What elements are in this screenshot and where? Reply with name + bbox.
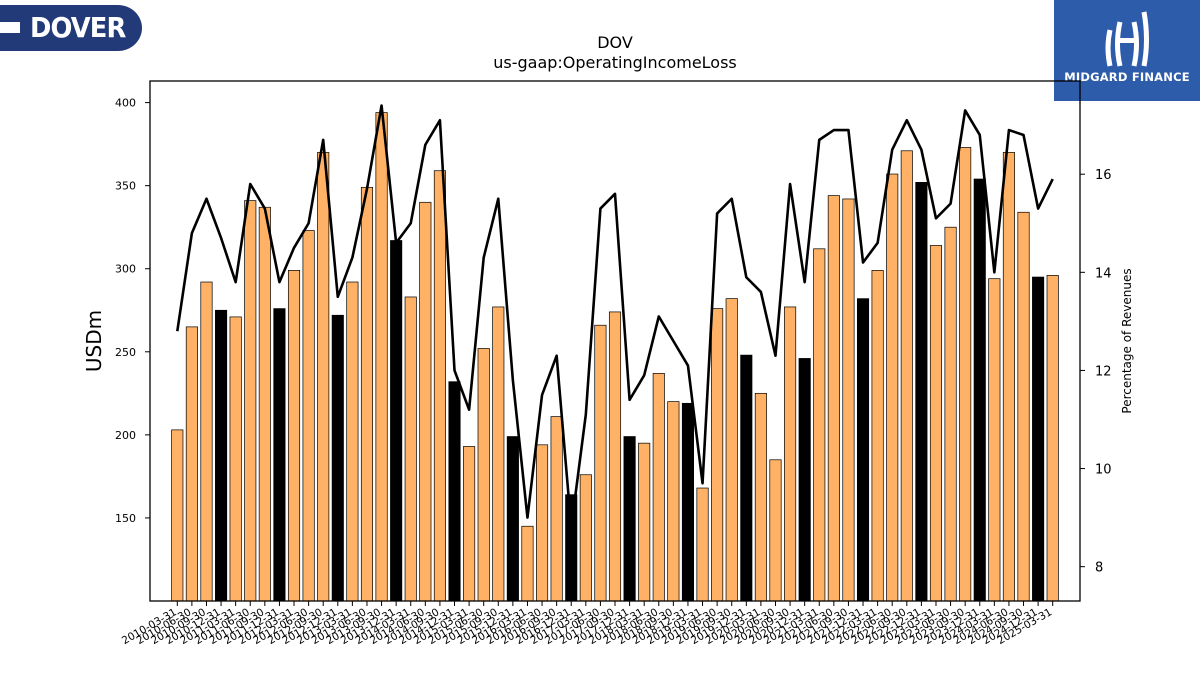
bar-2019-06-30 — [711, 308, 724, 602]
bar-2023-06-30 — [944, 226, 957, 602]
bar-2011-09-30 — [258, 206, 271, 602]
y-tick-label: 150 — [115, 512, 136, 525]
y-tick-label: 250 — [115, 346, 136, 359]
margin-line — [176, 104, 1054, 529]
bar-2015-06-30 — [477, 348, 490, 602]
bar-2010-12-31 — [215, 309, 228, 602]
midgard-finance-logo: MIDGARD FINANCE — [1054, 0, 1200, 101]
bar-2016-12-31 — [565, 494, 578, 602]
bar-2018-03-31 — [638, 442, 651, 602]
bar-2012-09-30 — [317, 152, 330, 602]
bar-2017-06-30 — [594, 324, 607, 602]
bar-2011-12-31 — [273, 308, 286, 602]
bar-2018-06-30 — [652, 373, 665, 602]
bar-2022-12-31 — [915, 181, 928, 602]
midgard-emblem-icon — [1105, 11, 1149, 67]
bar-2019-09-30 — [725, 298, 738, 602]
bar-2010-03-31 — [171, 429, 184, 602]
bar-2021-12-31 — [856, 298, 870, 602]
bar-2015-09-30 — [492, 306, 505, 602]
y-tick-label: 400 — [115, 97, 136, 110]
dover-logo-text: DOVER — [30, 11, 126, 44]
y2-tick-label: 10 — [1095, 463, 1112, 478]
margin-line-series — [176, 104, 1054, 529]
bar-2022-06-30 — [886, 173, 899, 602]
bar-2013-03-31 — [346, 281, 359, 602]
y2-tick-label: 8 — [1095, 561, 1103, 576]
bar-2021-09-30 — [842, 198, 855, 602]
bar-2023-09-30 — [959, 147, 972, 602]
y-tick-label: 300 — [115, 263, 136, 276]
y2-tick-label: 14 — [1095, 266, 1112, 281]
midgard-finance-logo-text: MIDGARD FINANCE — [1064, 70, 1190, 84]
bar-2021-06-30 — [827, 195, 840, 602]
bar-2019-12-31 — [740, 354, 753, 602]
bar-2016-03-31 — [521, 525, 534, 602]
bar-2016-09-30 — [550, 416, 563, 602]
bar-2023-12-31 — [973, 178, 986, 602]
bar-2017-03-31 — [579, 474, 592, 602]
chart-subtitle: us-gaap:OperatingIncomeLoss — [493, 53, 737, 72]
bar-2011-06-30 — [244, 200, 257, 602]
bar-2024-06-30 — [1002, 152, 1015, 602]
y-tick-label: 350 — [115, 180, 136, 193]
bar-2010-09-30 — [200, 281, 213, 602]
bar-2012-12-31 — [331, 314, 344, 602]
bar-2023-03-31 — [929, 245, 943, 602]
bar-2020-06-30 — [769, 459, 782, 602]
bar-2014-12-31 — [448, 381, 461, 602]
y-axis-label: USDm — [82, 310, 106, 372]
bar-2013-12-31 — [390, 240, 403, 602]
bar-2018-12-31 — [681, 402, 694, 602]
bar-2013-06-30 — [360, 186, 374, 602]
bar-2014-06-30 — [419, 201, 432, 602]
bar-2013-09-30 — [375, 112, 388, 602]
dover-logo: DOVER — [0, 5, 142, 51]
bar-2016-06-30 — [536, 444, 549, 602]
bar-2017-09-30 — [608, 311, 622, 602]
bar-2024-03-31 — [988, 278, 1001, 602]
bar-2018-09-30 — [667, 401, 680, 602]
bar-2012-03-31 — [287, 270, 301, 602]
bar-2014-09-30 — [433, 170, 446, 602]
bar-2025-03-31 — [1046, 275, 1059, 602]
bar-series — [171, 112, 1059, 602]
bar-2011-03-31 — [229, 316, 242, 602]
bar-2022-09-30 — [900, 150, 913, 602]
bar-2015-12-31 — [506, 436, 519, 602]
bar-2010-06-30 — [185, 326, 198, 602]
bar-2024-09-30 — [1017, 211, 1030, 602]
bar-2020-12-31 — [798, 358, 811, 602]
bar-2021-03-31 — [813, 248, 826, 602]
bar-2017-12-31 — [623, 436, 636, 602]
y-tick-label: 200 — [115, 429, 136, 442]
bar-2014-03-31 — [404, 296, 417, 602]
y2-tick-label: 16 — [1095, 168, 1112, 183]
bar-2020-03-31 — [754, 392, 767, 602]
y2-axis-label: Percentage of Revenues — [1120, 268, 1134, 413]
bar-2019-03-31 — [696, 487, 709, 602]
y2-tick-label: 12 — [1095, 364, 1112, 379]
chart-title: DOV — [597, 33, 633, 52]
dover-logo-shape — [0, 5, 142, 51]
axes: 1502002503003504008101214162010-03-31201… — [115, 80, 1112, 647]
bar-2015-03-31 — [463, 446, 476, 602]
bar-2012-06-30 — [302, 230, 315, 602]
bar-2022-03-31 — [871, 270, 884, 602]
bar-2020-09-30 — [784, 306, 797, 602]
bar-2024-12-31 — [1032, 276, 1045, 602]
